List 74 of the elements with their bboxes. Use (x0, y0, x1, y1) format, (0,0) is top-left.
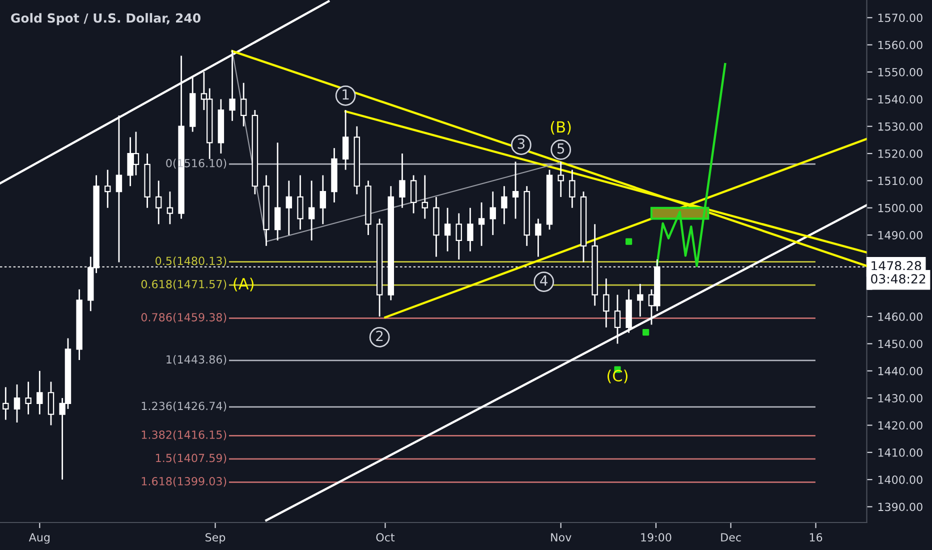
annotation: (C) (608, 370, 628, 384)
ref-line-label: 0.618(1471.57) (141, 280, 226, 290)
point (626, 238, 632, 245)
candlestick (297, 174, 304, 230)
candlestick (501, 185, 508, 225)
candlestick (535, 218, 542, 258)
point (642, 329, 650, 336)
x-tick-label: 19:00 (641, 533, 672, 542)
y-tick-label: 1550.00 (878, 68, 922, 76)
candlestick (342, 109, 349, 171)
candlestick (569, 169, 576, 209)
candlestick (25, 381, 32, 416)
y-tick-label: 1430.00 (878, 394, 922, 402)
ref-line-label: 1.618(1399.03) (142, 476, 226, 487)
annotation: 5 (558, 143, 564, 154)
y-tick-label: 1390.00 (878, 502, 922, 512)
y-tick-label: 1400.00 (878, 476, 922, 484)
candlestick (399, 152, 406, 209)
ref-line-label: 1(1443.86) (166, 355, 226, 365)
y-tick-label: 1460.00 (878, 312, 922, 321)
candlestick (286, 180, 292, 236)
y-tick-label: 1510.00 (878, 176, 922, 186)
candlestick (467, 207, 474, 252)
y-tick-label: 1410.00 (878, 448, 922, 457)
annotation: 3 (518, 138, 524, 149)
candlestick (422, 174, 428, 220)
candlestick (229, 50, 236, 122)
ref-line-label: 1.236(1426.74) (142, 402, 226, 412)
candlestick (14, 384, 20, 424)
annotation: (B) (550, 120, 571, 135)
y-tick-label: 1420.00 (878, 421, 922, 430)
candlestick (456, 212, 462, 260)
annotation: 1 (342, 89, 349, 100)
y-tick-label: 1540.00 (878, 95, 922, 104)
candlestick (320, 174, 326, 225)
candlestick (2, 386, 9, 420)
x-tick-label: Aug (28, 533, 50, 544)
candlestick (512, 160, 519, 220)
candlestick (48, 381, 54, 426)
y-tick-label: 1450.00 (878, 340, 922, 348)
candlestick (156, 180, 162, 225)
y-tick-label: 1560.00 (878, 40, 922, 50)
candlestick (410, 174, 417, 214)
candlestick (104, 169, 111, 209)
candlestick (603, 278, 610, 328)
candlestick (36, 370, 43, 416)
candlestick (614, 294, 621, 344)
annotation: 4 (540, 275, 548, 286)
y-tick-label: 1440.00 (878, 366, 922, 376)
candlestick (490, 190, 496, 236)
ref-line-label: 0.786(1459.38) (141, 312, 226, 323)
y-tick-label: 1530.00 (878, 122, 922, 131)
x-tick-label: Dec (721, 533, 741, 542)
x-tick-label: 16 (810, 533, 822, 542)
annotation: 2 (376, 330, 383, 342)
candlestick (444, 207, 451, 252)
y-tick-label: 1520.00 (878, 149, 922, 158)
y-tick-label: 1570.00 (878, 14, 922, 22)
ref-line-label: 0.5(1480.13) (156, 256, 226, 266)
candlestick (637, 283, 644, 318)
x-tick-label: Oct (376, 533, 395, 542)
candlestick (478, 202, 485, 247)
ref-line-label: 1.382(1416.15) (142, 430, 226, 440)
x-tick-label: Nov (551, 533, 572, 542)
text: 03:48:22 (871, 274, 926, 284)
ref-line-label: 1.5(1407.59) (156, 454, 226, 464)
y-tick-label: 1500.00 (878, 204, 922, 212)
candlestick (240, 82, 247, 128)
candlestick (274, 142, 281, 242)
candlestick (308, 180, 315, 242)
candlestick (166, 190, 174, 225)
y-tick-label: 1490.00 (878, 231, 922, 240)
text: Gold Spot / U.S. Dollar, 240 (11, 13, 200, 26)
x-tick-label: Sep (206, 533, 226, 544)
